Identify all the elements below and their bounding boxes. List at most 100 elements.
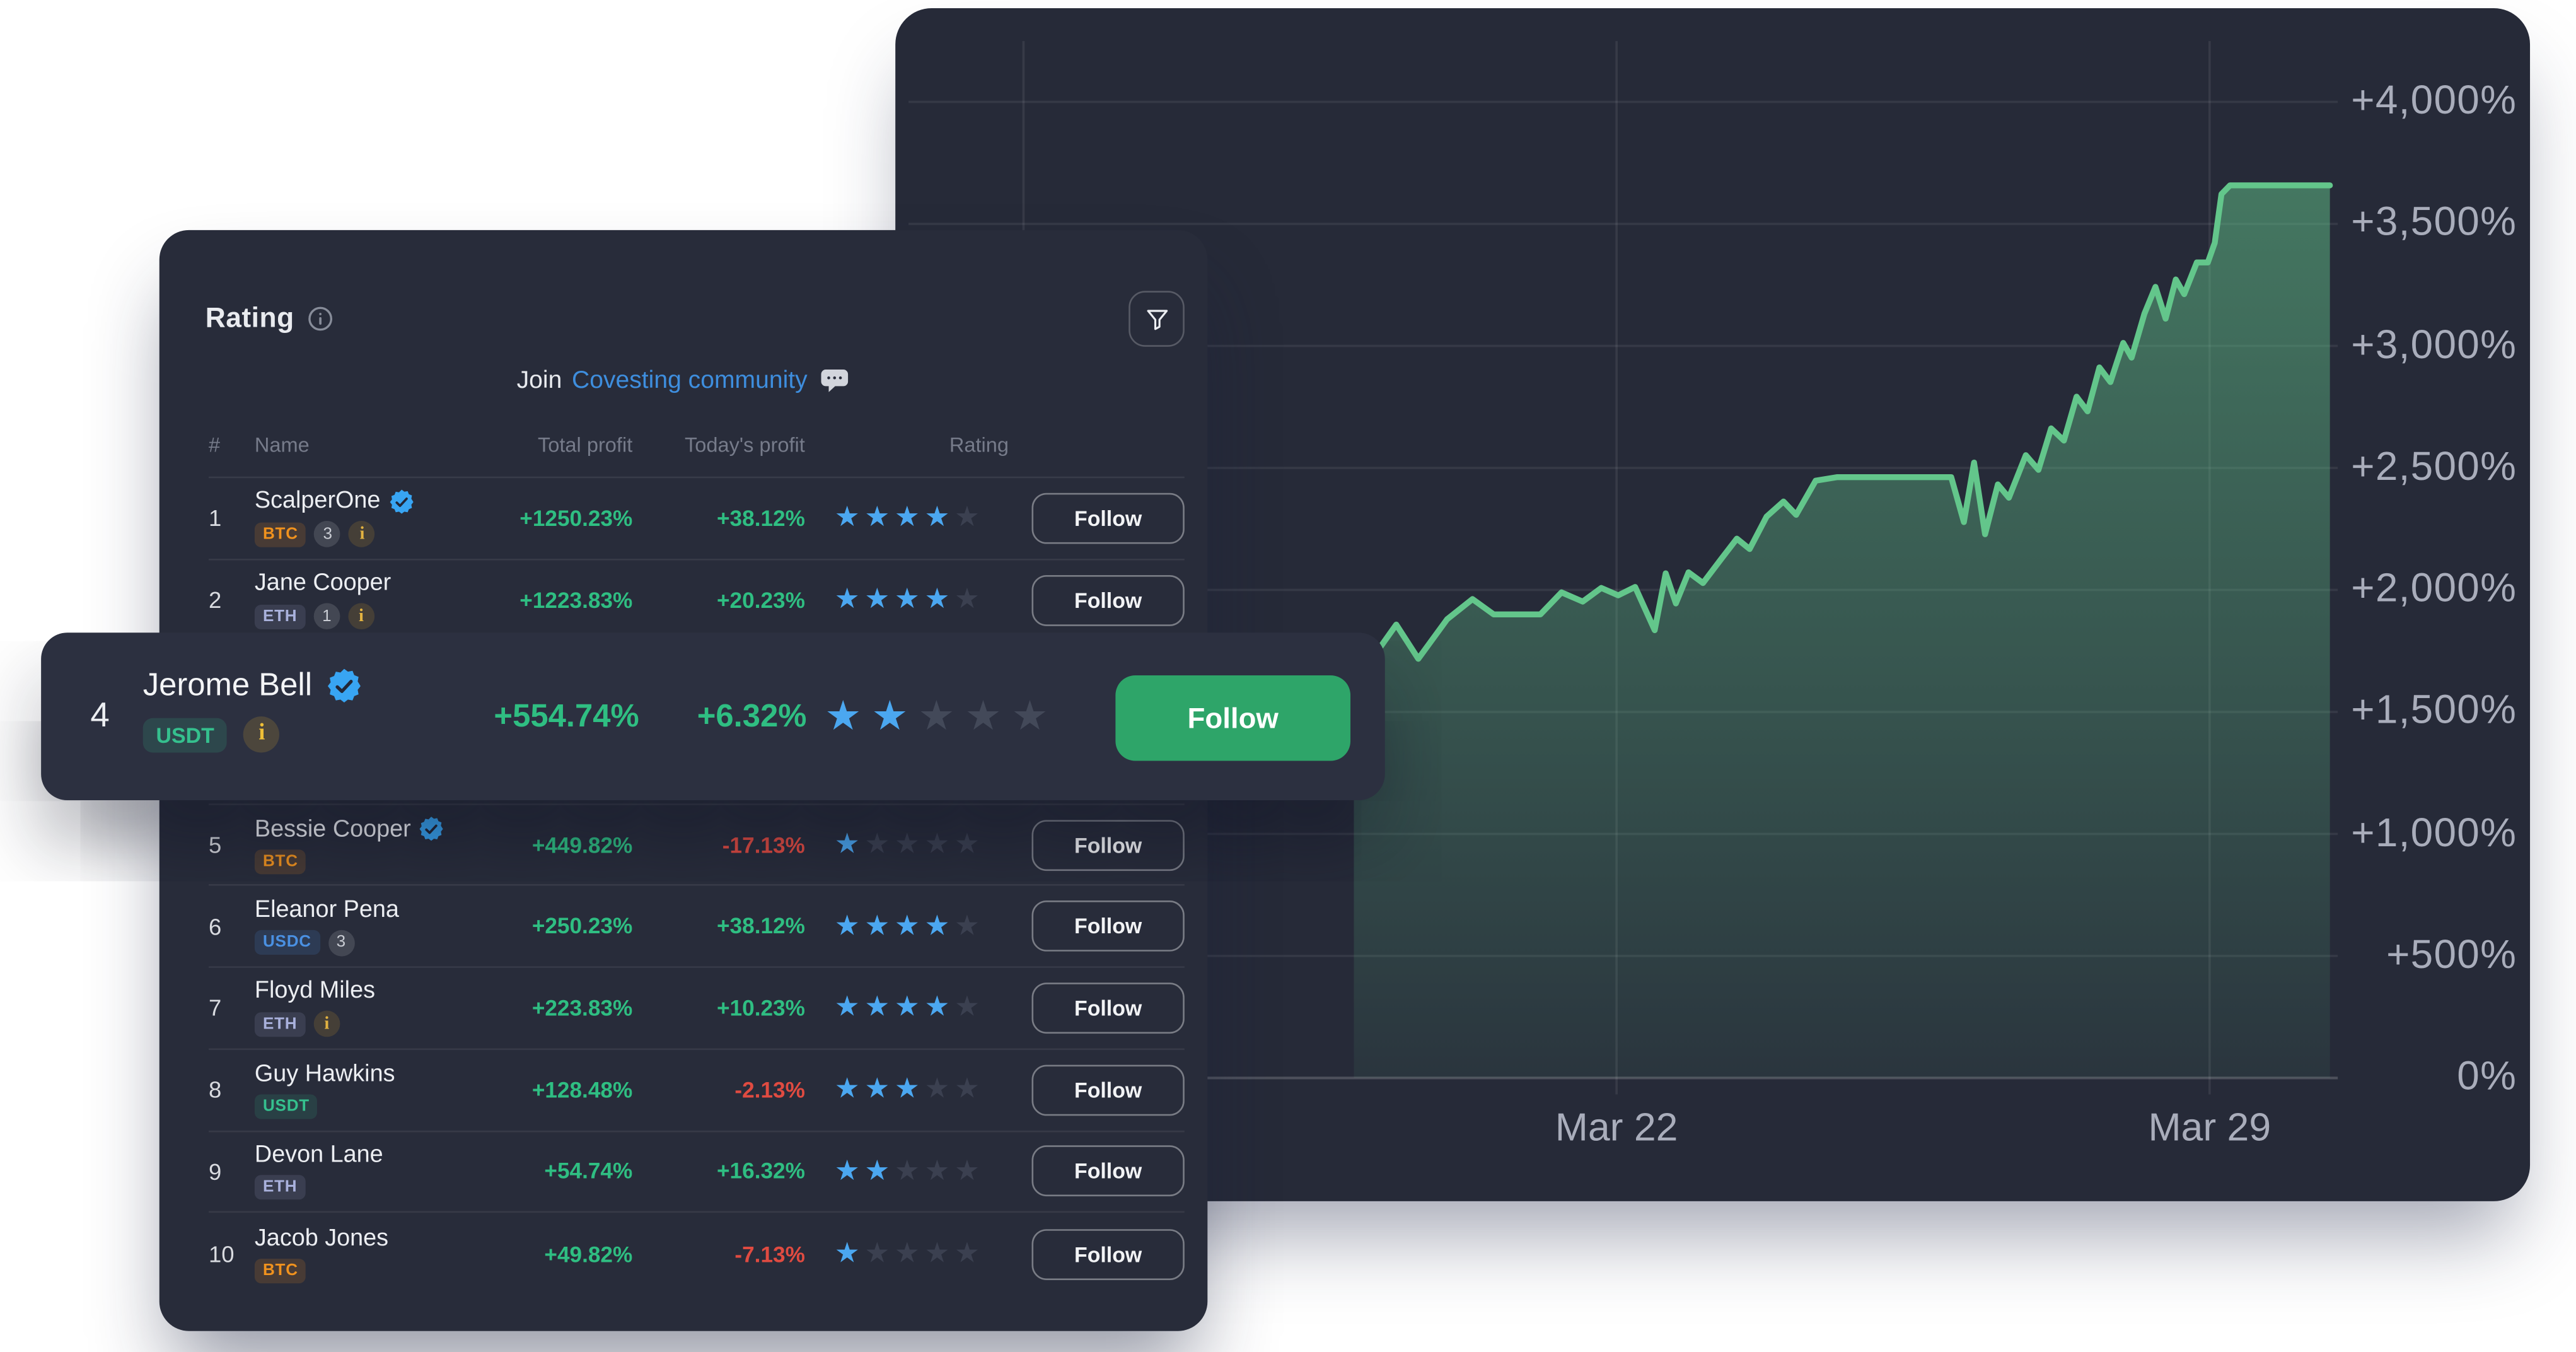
table-header-row: # Name Total profit Today's profit Ratin… xyxy=(209,434,1185,457)
star-filled-icon: ★ xyxy=(924,910,955,941)
star-empty-icon: ★ xyxy=(894,1237,925,1269)
covesting-community-link[interactable]: Covesting community xyxy=(572,366,808,395)
trader-rank: 9 xyxy=(208,1158,222,1185)
follow-button[interactable]: Follow xyxy=(1031,1146,1185,1198)
star-filled-icon: ★ xyxy=(864,1073,895,1105)
todays-profit-value: +20.23% xyxy=(717,587,805,612)
trader-name: Jane Cooper xyxy=(254,570,392,597)
currency-badge-eth: ETH xyxy=(254,1175,306,1201)
star-filled-icon: ★ xyxy=(924,583,955,615)
highlighted-trader-row[interactable]: 4 Jerome Bell USDT i +554.74% +6.32% ★ ★ ★… xyxy=(41,632,1385,801)
trader-row[interactable]: 7 Floyd Miles ETH i +223.83% +10.23% ★★★★★ Foll… xyxy=(208,968,1185,1050)
trader-row[interactable]: 2 Jane Cooper ETH 1 i +1223.83% +20.23% ★★★★★ Fo… xyxy=(208,560,1185,642)
follow-button[interactable]: Follow xyxy=(1031,1228,1185,1279)
star-filled-icon: ★ xyxy=(894,583,925,615)
speech-bubble-icon xyxy=(821,367,850,393)
star-filled-icon: ★ xyxy=(864,991,895,1023)
rows-hidden-behind-popup xyxy=(208,641,1185,805)
star-filled-icon: ★ xyxy=(924,501,955,533)
total-profit-value: +49.82% xyxy=(544,1241,633,1266)
trader-name: Eleanor Pena xyxy=(254,897,399,923)
y-axis-label: +3,000% xyxy=(2351,323,2517,368)
follow-button[interactable]: Follow xyxy=(1031,982,1185,1034)
star-filled-icon: ★ xyxy=(825,693,872,740)
star-empty-icon: ★ xyxy=(894,828,925,860)
follow-button[interactable]: Follow xyxy=(1031,819,1185,871)
todays-profit-value: +10.23% xyxy=(717,996,805,1021)
rating-header: Rating xyxy=(206,302,334,335)
y-axis-label: +3,500% xyxy=(2351,201,2517,245)
trader-name: Devon Lane xyxy=(254,1143,383,1169)
filter-button[interactable] xyxy=(1128,291,1185,347)
trader-name: Guy Hawkins xyxy=(254,1061,395,1088)
todays-profit-value: -2.13% xyxy=(734,1077,805,1102)
follow-button-primary[interactable]: Follow xyxy=(1115,675,1351,761)
total-profit-value: +1223.83% xyxy=(519,587,633,612)
info-icon[interactable] xyxy=(308,306,334,332)
star-empty-icon: ★ xyxy=(965,693,1012,740)
strategy-count-badge: 3 xyxy=(327,930,354,957)
y-axis-label: +2,000% xyxy=(2351,567,2517,612)
follow-button[interactable]: Follow xyxy=(1031,492,1185,544)
total-profit-value: +449.82% xyxy=(531,832,633,858)
y-axis-label: +1,000% xyxy=(2351,810,2517,856)
star-filled-icon: ★ xyxy=(871,693,919,740)
total-profit-value: +128.48% xyxy=(531,1077,633,1102)
trader-row[interactable]: 1 ScalperOne BTC 3 i +1250.23% +38.12% ★★★★★ Fol… xyxy=(208,478,1185,560)
star-rating: ★★★★★ xyxy=(805,583,1022,616)
verified-badge-icon xyxy=(419,817,444,841)
y-axis-label: +2,500% xyxy=(2351,445,2517,489)
award-icon: i xyxy=(313,1011,340,1038)
follow-button[interactable]: Follow xyxy=(1031,900,1185,952)
y-axis-label: +4,000% xyxy=(2351,79,2517,124)
trader-rank: 4 xyxy=(90,696,110,735)
star-empty-icon: ★ xyxy=(954,828,985,860)
star-empty-icon: ★ xyxy=(894,1155,925,1187)
total-profit-value: +54.74% xyxy=(544,1159,633,1184)
star-rating: ★★★★★ xyxy=(805,910,1022,943)
currency-badge-eth: ETH xyxy=(254,1012,306,1037)
todays-profit-value: +6.32% xyxy=(697,697,807,734)
star-filled-icon: ★ xyxy=(924,991,955,1023)
trader-rank: 1 xyxy=(208,504,222,532)
star-empty-icon: ★ xyxy=(924,1073,955,1105)
star-filled-icon: ★ xyxy=(834,1073,865,1105)
panel-title: Rating xyxy=(205,302,294,334)
trader-rank: 2 xyxy=(208,586,222,614)
trader-row[interactable]: 8 Guy Hawkins USDT +128.48% -2.13% ★★★★★ Follo… xyxy=(208,1050,1185,1132)
y-axis-label: +500% xyxy=(2386,933,2517,977)
funnel-icon xyxy=(1142,305,1170,332)
star-filled-icon: ★ xyxy=(834,583,865,615)
follow-button[interactable]: Follow xyxy=(1031,574,1185,626)
strategy-count-badge: 1 xyxy=(313,603,340,630)
y-axis-label: 0% xyxy=(2457,1054,2517,1100)
trader-row[interactable]: 5 Bessie Cooper BTC +449.82% -17.13% ★★★★★ Fol… xyxy=(208,805,1185,887)
award-icon: i xyxy=(349,521,376,548)
star-filled-icon: ★ xyxy=(834,828,865,860)
trader-name: Jerome Bell xyxy=(142,667,313,704)
trader-rank: 7 xyxy=(208,994,222,1022)
trader-name: Bessie Cooper xyxy=(254,816,411,842)
todays-profit-value: -17.13% xyxy=(722,832,805,858)
star-empty-icon: ★ xyxy=(954,991,985,1023)
star-filled-icon: ★ xyxy=(894,1073,925,1105)
star-rating: ★★★★★ xyxy=(805,1155,1022,1188)
total-profit-value: +1250.23% xyxy=(519,506,633,531)
star-filled-icon: ★ xyxy=(834,501,865,533)
currency-badge-btc: BTC xyxy=(254,522,306,547)
total-profit-value: +223.83% xyxy=(531,996,633,1021)
trader-row[interactable]: 9 Devon Lane ETH +54.74% +16.32% ★★★★★ Follow xyxy=(208,1131,1185,1213)
star-filled-icon: ★ xyxy=(894,501,925,533)
trader-name: Jacob Jones xyxy=(254,1225,389,1252)
y-axis-label: +1,500% xyxy=(2351,689,2517,733)
star-empty-icon: ★ xyxy=(924,828,955,860)
trader-row[interactable]: 6 Eleanor Pena USDC 3 +250.23% +38.12% ★★★★★ Fo… xyxy=(208,887,1185,969)
star-filled-icon: ★ xyxy=(834,1237,865,1269)
currency-badge-usdt: USDT xyxy=(254,1093,318,1119)
trader-row[interactable]: 10 Jacob Jones BTC +49.82% -7.13% ★★★★★ Follow xyxy=(209,1213,1185,1295)
follow-button[interactable]: Follow xyxy=(1031,1064,1185,1116)
star-filled-icon: ★ xyxy=(834,991,865,1023)
star-rating: ★★★★★ xyxy=(805,992,1022,1025)
star-filled-icon: ★ xyxy=(864,583,895,615)
